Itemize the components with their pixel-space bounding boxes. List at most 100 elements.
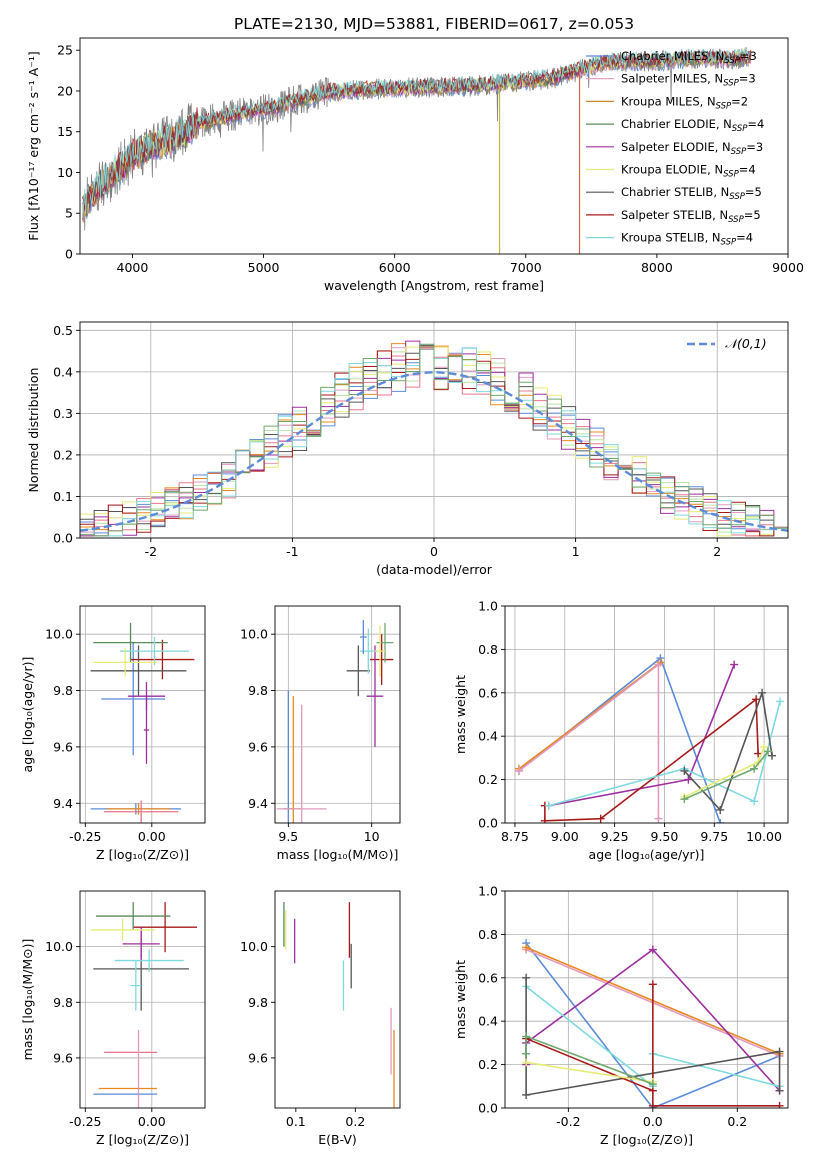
x-tick-label: 9.50 <box>651 829 679 844</box>
residual-histogram-step <box>80 343 788 537</box>
plot-area <box>276 620 394 823</box>
weight-series-line <box>684 746 765 798</box>
legend-entry: 𝒩(0,1) <box>725 336 767 351</box>
legend-entry: Salpeter ELODIE, NSSP=3 <box>621 140 763 157</box>
y-tick-label: 9.4 <box>53 796 73 811</box>
weight-marker <box>716 819 725 823</box>
y-tick-label: 9.8 <box>248 995 268 1010</box>
y-tick-label: 0.6 <box>478 970 498 985</box>
age-vs-mass-panel: 9.5 10 9.4 9.6 9.8 10.0 mass [log₁₀(M/M⊙)] <box>240 605 401 862</box>
x-tick-label: 8000 <box>641 260 673 275</box>
x-tick-label: 0 <box>430 544 438 559</box>
y-axis-label: mass weight <box>453 675 468 754</box>
age-vs-metallicity-panel: -0.25 0.00 9.4 9.6 9.8 10.0 Z [log₁₀(Z/Z⊙)] age… <box>20 605 206 862</box>
x-tick-label: 7000 <box>510 260 542 275</box>
figure-title: PLATE=2130, MJD=53881, FIBERID=0617, z=0… <box>234 15 634 33</box>
legend-entry: Salpeter STELIB, NSSP=5 <box>621 208 761 225</box>
weight-series-line <box>544 697 759 822</box>
weight-marker <box>775 1086 784 1095</box>
x-tick-label: 10.00 <box>746 829 782 844</box>
plot-area <box>82 47 752 254</box>
weight-marker <box>522 1049 531 1058</box>
y-tick-label: 5 <box>65 206 73 221</box>
weight-marker <box>522 943 531 952</box>
weight-marker <box>680 795 689 804</box>
y-tick-label: 0.8 <box>478 927 498 942</box>
legend-entry: Chabrier STELIB, NSSP=5 <box>621 185 762 202</box>
y-tick-label: 0.4 <box>478 729 498 744</box>
axes-frame <box>504 890 789 1109</box>
y-tick-label: 0.3 <box>53 406 73 421</box>
y-tick-label: 0.8 <box>478 642 498 657</box>
x-tick-label: 9.5 <box>278 829 298 844</box>
x-tick-label: -2 <box>145 544 157 559</box>
y-tick-label: 0.5 <box>53 323 73 338</box>
weight-series-line <box>683 692 773 812</box>
y-tick-label: 25 <box>57 43 73 58</box>
x-tick-label: 9000 <box>772 260 804 275</box>
weight-vs-age-panel: 8.75 9.00 9.25 9.50 9.75 10.00 0.0 0.2 0.4 0.6 0.8… <box>453 599 789 862</box>
x-tick-label: 6000 <box>379 260 411 275</box>
y-tick-label: 9.6 <box>53 739 73 754</box>
axes-frame <box>274 605 401 824</box>
weight-marker <box>730 660 739 669</box>
y-tick-label: 0.2 <box>478 1057 498 1072</box>
x-tick-label: 1 <box>572 544 580 559</box>
weight-marker <box>514 766 523 775</box>
y-tick-label: 0.1 <box>53 489 73 504</box>
weight-marker <box>680 766 689 775</box>
weight-marker <box>750 764 759 773</box>
weight-marker <box>522 1090 531 1099</box>
axes-frame <box>79 890 206 1109</box>
plot-area <box>283 902 395 1108</box>
x-tick-label: 0.00 <box>138 1114 166 1129</box>
plot-area <box>80 340 788 537</box>
y-tick-label: 9.8 <box>53 995 73 1010</box>
y-tick-label: 1.0 <box>478 884 498 899</box>
x-tick-label: 5000 <box>248 260 280 275</box>
plot-area <box>522 939 784 1108</box>
weight-marker <box>716 805 725 814</box>
y-tick-label: 1.0 <box>478 599 498 614</box>
x-tick-label: 0.2 <box>727 1114 747 1129</box>
weight-marker <box>750 797 759 806</box>
weight-marker <box>752 695 761 704</box>
x-tick-label: 0.00 <box>138 829 166 844</box>
weight-marker <box>540 816 549 823</box>
x-tick-label: 8.75 <box>501 829 529 844</box>
x-axis-label: E(B-V) <box>318 1132 357 1147</box>
legend-entry: Chabrier MILES, NSSP=3 <box>621 49 757 66</box>
weight-series-line <box>525 942 780 1108</box>
normal-distribution-curve <box>80 371 788 532</box>
weight-marker <box>760 743 769 752</box>
weight-series-line <box>525 1035 654 1085</box>
weight-marker <box>684 775 693 784</box>
weight-marker <box>522 973 531 982</box>
y-tick-label: 0.4 <box>53 364 73 379</box>
y-tick-label: 0.2 <box>53 447 73 462</box>
x-axis-label: age [log₁₀(age/yr)] <box>589 847 705 862</box>
weight-marker <box>775 1047 784 1056</box>
x-axis-label: Z [log₁₀(Z/Z⊙)] <box>96 847 189 862</box>
weight-marker <box>764 747 773 756</box>
plot-area <box>514 654 785 823</box>
x-tick-label: -0.25 <box>69 829 101 844</box>
weight-marker <box>648 945 657 954</box>
y-tick-label: 0.0 <box>478 816 498 831</box>
y-tick-label: 0.0 <box>478 1101 498 1116</box>
weight-marker <box>775 1101 784 1108</box>
weight-marker <box>596 814 605 823</box>
weight-marker <box>648 1080 657 1089</box>
axes-frame <box>79 37 789 255</box>
y-tick-label: 9.6 <box>53 1050 73 1065</box>
legend-entry: Salpeter MILES, NSSP=3 <box>621 72 756 89</box>
spectrum-panel: 4000 5000 6000 7000 8000 9000 0 5 10 15 20 25 wavele… <box>26 37 804 293</box>
x-tick-label: -1 <box>286 544 298 559</box>
mass-vs-ebv-panel: 0.1 0.2 9.6 9.8 10.0 E(B-V) <box>240 890 401 1147</box>
legend-entry: Kroupa ELODIE, NSSP=4 <box>621 163 756 180</box>
y-tick-label: 9.8 <box>248 683 268 698</box>
y-tick-label: 15 <box>57 124 73 139</box>
y-tick-label: 20 <box>57 83 73 98</box>
weight-marker <box>654 814 663 823</box>
